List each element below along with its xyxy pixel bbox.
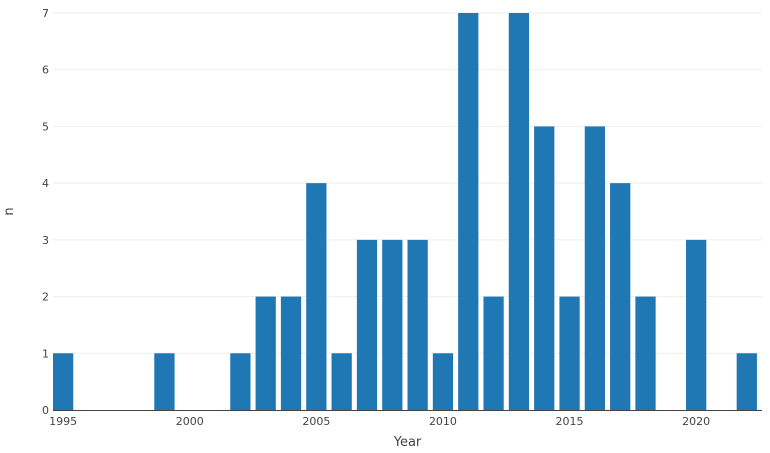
y-tick-label: 2: [42, 291, 49, 304]
axes: 0 1 2 3 4 5 6 7 1995 2000 2005 2010 2015 2020: [42, 7, 762, 428]
bars: [53, 13, 757, 410]
y-tick-label: 0: [42, 404, 49, 417]
bar: [736, 353, 757, 410]
bar: [230, 353, 251, 410]
x-axis-title: Year: [393, 435, 422, 450]
bar: [255, 296, 276, 410]
y-tick-label: 4: [42, 177, 49, 190]
y-axis-title: n: [2, 207, 17, 215]
bar: [483, 296, 504, 410]
x-tick-label: 2020: [682, 415, 710, 428]
bar: [382, 239, 403, 410]
x-tick-label: 2005: [302, 415, 330, 428]
bar: [154, 353, 175, 410]
bar: [584, 126, 606, 410]
bar: [686, 239, 707, 410]
x-tick-label: 2010: [429, 415, 457, 428]
y-tick-label: 6: [42, 64, 49, 77]
bar: [356, 239, 378, 410]
bar: [432, 353, 454, 410]
bar: [534, 126, 555, 410]
bar: [508, 13, 530, 410]
bar: [53, 353, 74, 410]
bar: [610, 183, 631, 410]
x-tick-label: 2015: [556, 415, 584, 428]
x-tick-label: 2000: [176, 415, 204, 428]
y-tick-label: 3: [42, 234, 49, 247]
y-tick-label: 1: [42, 347, 49, 360]
x-tick-label: 1995: [49, 415, 77, 428]
bar: [559, 296, 580, 410]
bar: [280, 296, 302, 410]
bar: [331, 353, 352, 410]
bar: [635, 296, 656, 410]
y-tick-label: 5: [42, 120, 49, 133]
bar: [407, 239, 428, 410]
bar: [306, 183, 327, 410]
bar: [458, 13, 479, 410]
y-tick-label: 7: [42, 7, 49, 20]
